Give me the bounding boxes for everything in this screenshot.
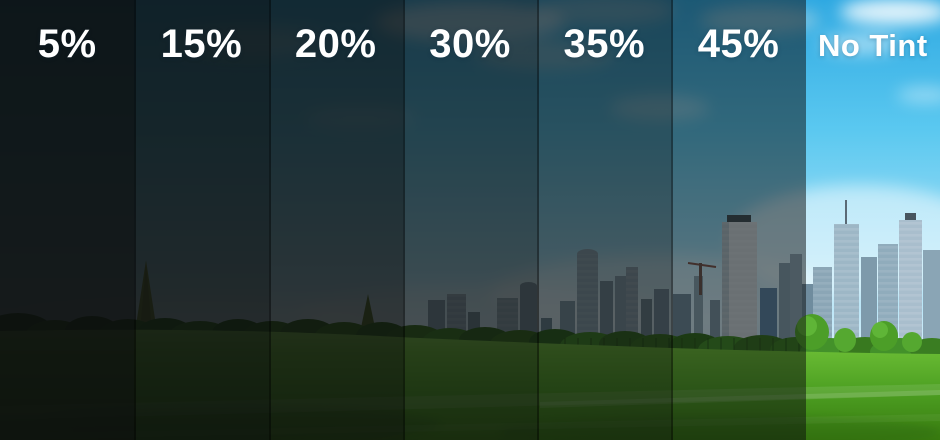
tint-label: 45%	[697, 22, 780, 66]
tint-strip-15: 15%	[134, 0, 269, 440]
tint-strip-none: No Tint	[806, 0, 940, 440]
tint-strip-45: 45%	[671, 0, 806, 440]
tint-label: 30%	[429, 22, 511, 66]
tint-label: 15%	[160, 22, 243, 66]
tint-strip-20: 20%	[268, 0, 403, 440]
tint-strip-5: 5%	[0, 0, 135, 440]
tint-strip-30: 30%	[402, 0, 538, 440]
tint-label: No Tint	[818, 28, 928, 63]
tint-label: 5%	[37, 22, 97, 66]
tint-label: 20%	[294, 22, 377, 66]
tint-strip-35: 35%	[537, 0, 672, 440]
tint-label: 35%	[563, 22, 646, 66]
